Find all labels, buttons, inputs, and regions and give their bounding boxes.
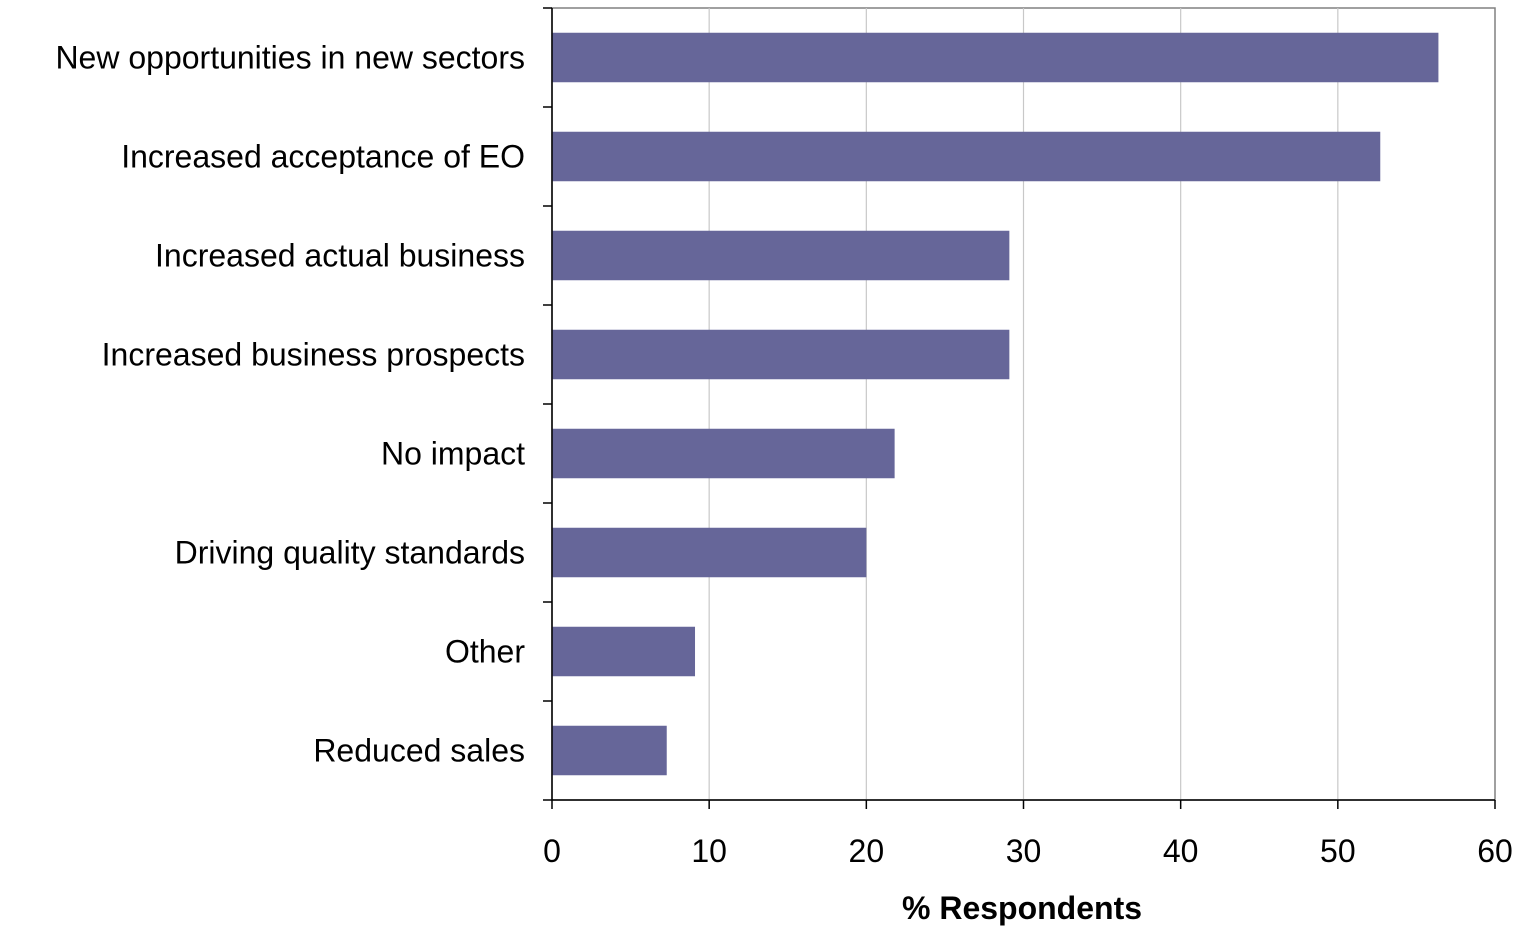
category-label: Reduced sales bbox=[313, 733, 525, 769]
gridlines bbox=[551, 7, 1496, 801]
x-tick-label: 0 bbox=[543, 833, 561, 869]
bar bbox=[552, 32, 1439, 83]
category-label: Increased actual business bbox=[155, 238, 525, 274]
category-label: New opportunities in new sectors bbox=[55, 40, 525, 76]
x-axis-title: % Respondents bbox=[902, 890, 1142, 926]
category-label: Increased business prospects bbox=[102, 337, 525, 373]
bars bbox=[552, 32, 1439, 776]
category-label: Other bbox=[445, 634, 525, 670]
x-tick-label: 50 bbox=[1320, 833, 1356, 869]
bar bbox=[552, 527, 867, 578]
x-tick-label: 10 bbox=[691, 833, 727, 869]
bar bbox=[552, 329, 1010, 380]
x-tick-label: 60 bbox=[1477, 833, 1513, 869]
bar bbox=[552, 725, 667, 776]
category-labels: New opportunities in new sectors Increase… bbox=[55, 40, 525, 769]
category-label: No impact bbox=[381, 436, 525, 472]
category-label: Driving quality standards bbox=[175, 535, 525, 571]
x-tick-label: 20 bbox=[849, 833, 885, 869]
bar bbox=[552, 428, 895, 479]
bar bbox=[552, 626, 696, 677]
category-label: Increased acceptance of EO bbox=[121, 139, 525, 175]
x-tick-labels: 0 10 20 30 40 50 60 bbox=[543, 833, 1513, 869]
bar bbox=[552, 230, 1010, 281]
axes bbox=[543, 7, 1496, 809]
x-tick-label: 40 bbox=[1163, 833, 1199, 869]
bar bbox=[552, 131, 1381, 182]
x-tick-label: 30 bbox=[1006, 833, 1042, 869]
